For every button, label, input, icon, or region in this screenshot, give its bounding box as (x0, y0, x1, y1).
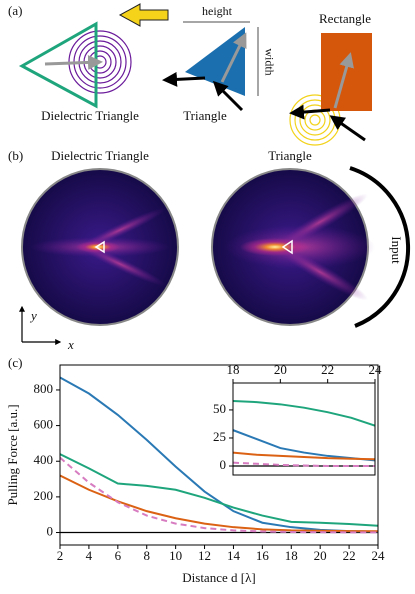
x-tick-label: 4 (86, 548, 93, 563)
incident-arrow (329, 115, 366, 142)
y-tick-label: 400 (34, 452, 54, 467)
y-tick-label: 200 (34, 488, 54, 503)
x-tick-label: 20 (274, 362, 287, 377)
y-tick-label: 25 (213, 429, 226, 444)
data-line (60, 456, 378, 534)
x-tick-label: 20 (314, 548, 327, 563)
x-tick-label: 18 (285, 548, 298, 563)
map-title: Triangle (268, 148, 312, 163)
dimension-label: width (262, 48, 276, 75)
y-tick-label: 0 (220, 457, 227, 472)
x-tick-label: 10 (169, 548, 182, 563)
data-line (233, 461, 375, 468)
data-line (233, 399, 375, 427)
plot-area (233, 383, 375, 475)
data-line (60, 474, 378, 533)
x-tick-label: 24 (372, 548, 386, 563)
x-tick-label: 16 (256, 548, 270, 563)
x-tick-label: 22 (343, 548, 356, 563)
y-tick-label: 800 (34, 381, 54, 396)
field-map (211, 168, 375, 326)
input-label: Input (389, 236, 404, 264)
field-map (21, 168, 179, 326)
y-tick-label: 0 (47, 524, 54, 539)
caption: Rectangle (319, 11, 371, 26)
data-line (60, 453, 378, 527)
caption: Dielectric Triangle (41, 108, 139, 123)
x-tick-label: 22 (321, 362, 334, 377)
x-tick-label: 18 (227, 362, 240, 377)
x-tick-label: 12 (198, 548, 211, 563)
y-tick-label: 50 (213, 401, 226, 416)
incident-arrow (289, 104, 331, 120)
force-arrow (333, 52, 354, 109)
direction-arrow (118, 3, 169, 27)
x-axis-label: Distance d [λ] (182, 570, 255, 585)
x-tick-label: 14 (227, 548, 241, 563)
dielectric-triangle-shape (18, 21, 98, 109)
dimension-label: height (202, 4, 233, 18)
panel-label: (a) (8, 3, 22, 18)
incident-arrow (212, 80, 244, 112)
x-tick-label: 6 (115, 548, 122, 563)
axis-name: x (67, 337, 74, 352)
x-tick-label: 2 (57, 548, 64, 563)
axis-name: y (29, 308, 37, 323)
incident-arrow (162, 71, 206, 87)
data-line (233, 451, 375, 461)
force-arrow (220, 32, 247, 83)
input-arc (349, 166, 411, 328)
y-axis-label: Pulling Force [a.u.] (5, 404, 20, 505)
y-tick-label: 600 (34, 417, 54, 432)
triangle-shape (185, 27, 245, 96)
plot-frame (59, 364, 379, 546)
x-tick-label: 24 (369, 362, 383, 377)
panel-label: (b) (8, 148, 23, 163)
x-tick-label: 8 (143, 548, 150, 563)
map-title: Dielectric Triangle (51, 148, 149, 163)
plot-frame (232, 382, 376, 476)
force-arrow (44, 54, 103, 70)
panel-label: (c) (8, 355, 22, 370)
caption: Triangle (183, 108, 227, 123)
